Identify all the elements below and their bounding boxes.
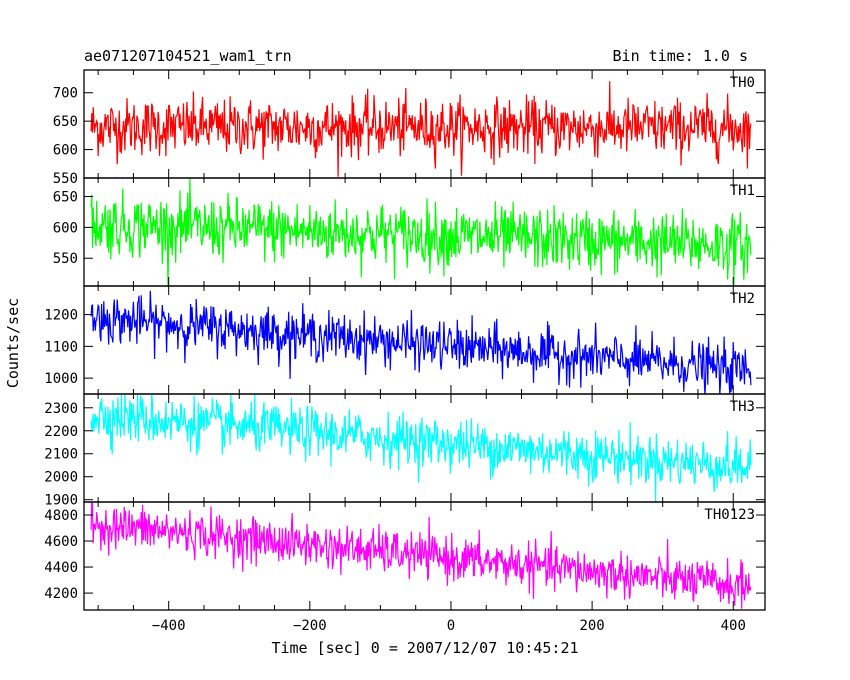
- y-tick-label: 2200: [44, 424, 78, 440]
- series-line-th0123: [90, 502, 752, 609]
- y-tick-label: 2000: [44, 470, 78, 486]
- bin-time-label: Bin time: 1.0 s: [613, 47, 748, 65]
- y-tick-label: 1900: [44, 493, 78, 509]
- chart-title: ae071207104521_wam1_trn: [84, 47, 292, 65]
- series-line-th3: [90, 394, 752, 502]
- series-line-th2: [90, 290, 752, 394]
- y-tick-label: 700: [53, 86, 78, 102]
- x-tick-label: 200: [579, 618, 604, 634]
- y-tick-label: 1200: [44, 308, 78, 324]
- y-tick-label: 1000: [44, 371, 78, 387]
- x-tick-label: −400: [152, 618, 186, 634]
- series-line-th0: [90, 81, 752, 177]
- y-tick-label: 4400: [44, 560, 78, 576]
- series-line-th1: [90, 178, 752, 286]
- y-tick-label: 4600: [44, 534, 78, 550]
- y-tick-label: 550: [53, 251, 78, 267]
- y-tick-label: 1100: [44, 339, 78, 355]
- x-axis-label: Time [sec] 0 = 2007/12/07 10:45:21: [271, 639, 578, 657]
- panel-frame: [83, 501, 766, 611]
- panels-group: 550 600 650 700 TH0 550 600 650 TH1 1000 1100 1200 T…: [44, 69, 766, 634]
- panel-label-th0123: TH0123: [704, 507, 755, 523]
- x-tick-label: −200: [293, 618, 327, 634]
- panel-label-th2: TH2: [730, 291, 755, 307]
- x-tick-label: 0: [447, 618, 455, 634]
- y-tick-label: 600: [53, 220, 78, 236]
- panel-label-th3: TH3: [730, 399, 755, 415]
- panel-label-th1: TH1: [730, 183, 755, 199]
- y-tick-label: 650: [53, 190, 78, 206]
- y-tick-label: 650: [53, 114, 78, 130]
- y-axis-label: Counts/sec: [4, 298, 22, 388]
- x-tick-label: 400: [721, 618, 746, 634]
- y-tick-label: 4200: [44, 586, 78, 602]
- y-tick-label: 4800: [44, 508, 78, 524]
- y-tick-label: 600: [53, 143, 78, 159]
- panel-label-th0: TH0: [730, 75, 755, 91]
- y-tick-label: 550: [53, 171, 78, 187]
- y-tick-label: 2100: [44, 447, 78, 463]
- y-tick-label: 2300: [44, 401, 78, 417]
